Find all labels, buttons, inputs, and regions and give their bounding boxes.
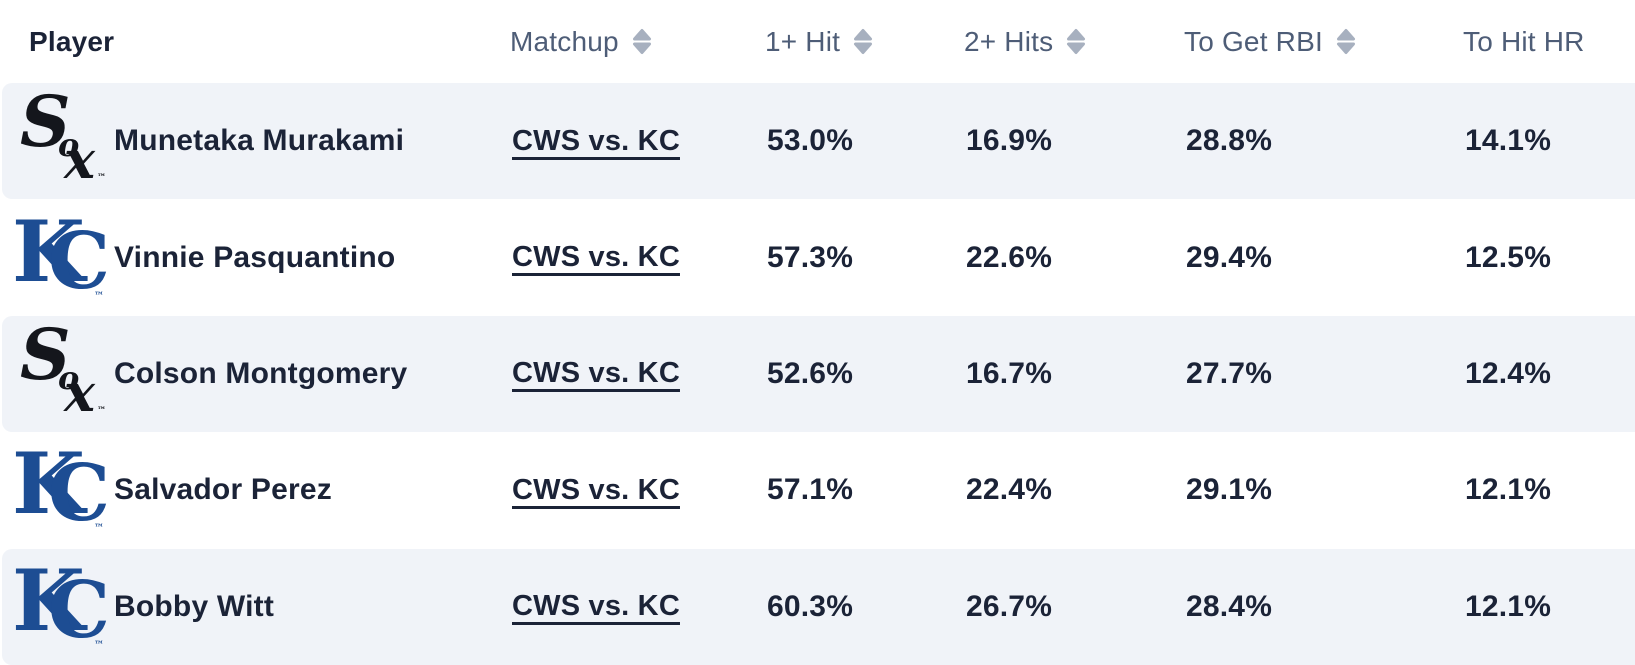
two-plus-hits-value: 22.4% <box>966 473 1053 507</box>
sort-icon <box>1067 29 1086 54</box>
column-header-one-plus-hit[interactable]: 1+ Hit <box>765 26 873 58</box>
to-hit-hr-value: 12.1% <box>1465 589 1552 623</box>
to-get-rbi-value: 28.4% <box>1186 589 1273 623</box>
trademark-mark: ™ <box>94 523 104 535</box>
kc-royals-logo-icon: K C ™ <box>12 550 111 656</box>
sort-icon <box>632 29 651 54</box>
matchup-link[interactable]: CWS vs. KC <box>512 590 680 623</box>
to-hit-hr-value: 12.1% <box>1465 473 1552 507</box>
trademark-mark: ™ <box>97 405 106 416</box>
player-name: Colson Montgomery <box>114 356 408 390</box>
two-plus-hits-value: 16.9% <box>966 124 1053 158</box>
to-get-rbi-value: 28.8% <box>1186 124 1273 158</box>
trademark-mark: ™ <box>94 639 104 651</box>
kc-royals-logo-icon: K C ™ <box>12 434 111 540</box>
column-header-to-hit-hr[interactable]: To Hit HR <box>1463 26 1585 58</box>
column-header-label: 2+ Hits <box>964 25 1054 57</box>
kc-royals-logo-icon: K C ™ <box>12 201 111 307</box>
matchup-link[interactable]: CWS vs. KC <box>512 124 680 157</box>
sort-icon <box>854 29 873 54</box>
table-header-row: Player Matchup 1+ Hit 2+ Hits To Get RBI <box>0 0 1635 83</box>
column-header-label: Matchup <box>510 25 619 57</box>
player-name: Vinnie Pasquantino <box>114 240 396 274</box>
one-plus-hit-value: 57.1% <box>767 473 854 507</box>
two-plus-hits-value: 22.6% <box>966 240 1053 274</box>
column-header-matchup[interactable]: Matchup <box>510 26 652 58</box>
to-get-rbi-value: 29.1% <box>1186 473 1273 507</box>
player-name: Bobby Witt <box>114 589 275 623</box>
player-cell: K C ™ Bobby Witt <box>12 550 512 656</box>
one-plus-hit-value: 53.0% <box>767 124 854 158</box>
column-header-two-plus-hits[interactable]: 2+ Hits <box>964 26 1086 58</box>
player-cell: K C ™ Vinnie Pasquantino <box>12 201 512 307</box>
trademark-mark: ™ <box>94 290 104 302</box>
two-plus-hits-value: 26.7% <box>966 589 1053 623</box>
matchup-link[interactable]: CWS vs. KC <box>512 357 680 390</box>
table-row: K C ™ Salvador Perez CWS vs. KC 57.1% 22.4… <box>2 432 1635 548</box>
column-header-label: 1+ Hit <box>765 25 841 57</box>
table-row: K C ™ Bobby Witt CWS vs. KC 60.3% 26.7% 28… <box>2 548 1635 665</box>
column-header-label: To Get RBI <box>1184 25 1323 57</box>
player-cell: K C ™ Salvador Perez <box>12 442 512 538</box>
to-get-rbi-value: 27.7% <box>1186 356 1273 390</box>
to-hit-hr-value: 12.5% <box>1465 240 1552 274</box>
one-plus-hit-value: 60.3% <box>767 589 854 623</box>
column-header-label: To Hit HR <box>1463 25 1585 57</box>
to-hit-hr-value: 14.1% <box>1465 124 1552 158</box>
two-plus-hits-value: 16.7% <box>966 356 1053 390</box>
trademark-mark: ™ <box>97 173 106 184</box>
column-header-to-get-rbi[interactable]: To Get RBI <box>1184 26 1356 58</box>
table-row: K C ™ Vinnie Pasquantino CWS vs. KC 57.3% … <box>2 199 1635 315</box>
one-plus-hit-value: 52.6% <box>767 356 854 390</box>
player-name: Salvador Perez <box>114 473 332 507</box>
player-name: Munetaka Murakami <box>114 124 405 158</box>
sort-icon <box>1336 29 1355 54</box>
matchup-link[interactable]: CWS vs. KC <box>512 241 680 274</box>
to-get-rbi-value: 29.4% <box>1186 240 1273 274</box>
to-hit-hr-value: 12.4% <box>1465 356 1552 390</box>
column-header-player: Player <box>29 25 115 57</box>
one-plus-hit-value: 57.3% <box>767 240 854 274</box>
matchup-link[interactable]: CWS vs. KC <box>512 473 680 506</box>
